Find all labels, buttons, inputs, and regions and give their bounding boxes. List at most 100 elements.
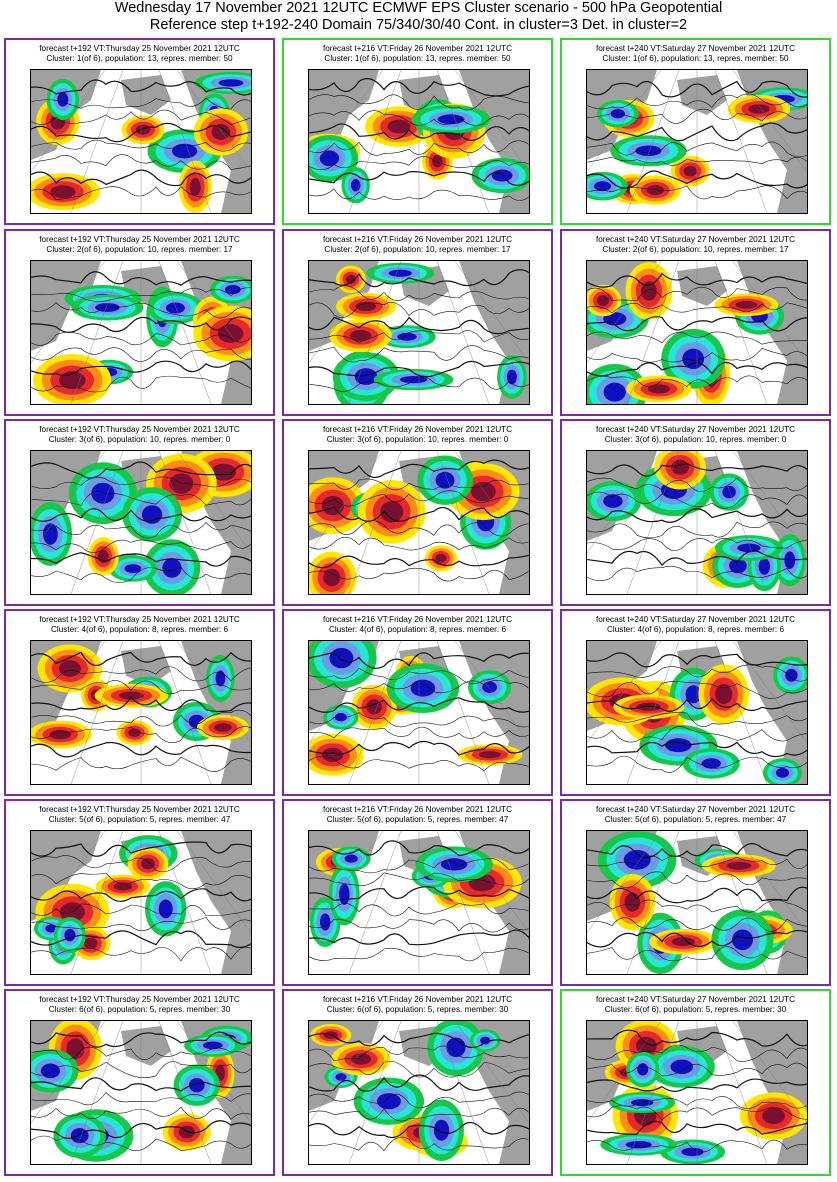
- cluster-panel: forecast t+240 VT:Saturday 27 November 2…: [560, 38, 831, 225]
- negative-anomaly-shading: [334, 713, 347, 722]
- geopotential-contour: [31, 508, 251, 522]
- cluster-panel: forecast t+216 VT:Friday 26 November 202…: [282, 989, 553, 1176]
- geopotential-contour: [31, 122, 251, 143]
- geopotential-contour: [31, 316, 251, 333]
- cluster-panel: forecast t+216 VT:Friday 26 November 202…: [282, 229, 553, 416]
- negative-anomaly-shading: [45, 924, 58, 933]
- positive-anomaly-shading: [762, 1108, 785, 1124]
- geopotential-contour: [309, 554, 529, 569]
- geopotential-contour: [587, 1062, 807, 1077]
- graticule-line: [176, 831, 251, 934]
- geopotential-anomaly-map: [308, 450, 530, 595]
- graticule-line: [732, 831, 807, 934]
- positive-anomaly-shading: [647, 384, 670, 394]
- positive-anomaly-shading: [636, 1036, 657, 1055]
- panel-cluster-label: Cluster: 5(of 6), population: 5, repres.…: [604, 815, 787, 824]
- geopotential-contour: [31, 1031, 251, 1048]
- positive-anomaly-shading: [726, 861, 752, 870]
- negative-anomaly-shading: [682, 348, 705, 369]
- graticule-line: [626, 641, 680, 784]
- graticule-line: [732, 1021, 807, 1124]
- geopotential-contour: [309, 1045, 529, 1062]
- graticule-line: [714, 70, 768, 213]
- geopotential-contour: [587, 361, 807, 377]
- geopotential-contour: [31, 841, 251, 857]
- geopotential-contour: [587, 375, 807, 388]
- graticule-line: [436, 1021, 490, 1164]
- negative-anomaly-shading: [203, 1041, 223, 1050]
- graticule-line: [309, 641, 384, 744]
- map-graphic: [31, 641, 251, 784]
- graticule-line: [454, 261, 529, 364]
- map-graphic: [587, 641, 807, 784]
- negative-anomaly-shading: [158, 899, 173, 919]
- geopotential-contour: [31, 476, 251, 489]
- panel-forecast-label: forecast t+216 VT:Friday 26 November 202…: [322, 425, 513, 434]
- graticule-line: [176, 261, 251, 364]
- panel-forecast-label: forecast t+240 VT:Saturday 27 November 2…: [595, 235, 796, 244]
- geopotential-contour: [31, 331, 251, 346]
- geopotential-contour: [587, 521, 807, 539]
- geopotential-contour: [31, 666, 251, 683]
- geopotential-contour: [31, 741, 251, 758]
- graticule-line: [587, 451, 662, 554]
- geopotential-contour: [309, 667, 529, 684]
- geopotential-contour: [309, 697, 529, 713]
- negative-anomaly-shading: [625, 1141, 652, 1149]
- geopotential-contour: [309, 140, 529, 156]
- geopotential-anomaly-map: [30, 1020, 252, 1165]
- page-title: Wednesday 17 November 2021 12UTC ECMWF E…: [114, 0, 723, 16]
- positive-anomaly-shading: [683, 165, 697, 177]
- geopotential-anomaly-map: [586, 640, 808, 785]
- geopotential-contour: [587, 946, 807, 962]
- geopotential-contour: [587, 899, 807, 913]
- map-graphic: [31, 1021, 251, 1164]
- geopotential-contour: [587, 550, 807, 567]
- geopotential-anomaly-map: [308, 1020, 530, 1165]
- geopotential-contour: [309, 857, 529, 874]
- geopotential-contour: [309, 1091, 529, 1109]
- map-graphic: [587, 261, 807, 404]
- positive-anomaly-shading: [471, 481, 496, 502]
- cluster-panel: forecast t+192 VT:Thursday 25 November 2…: [4, 799, 275, 986]
- geopotential-contour: [587, 302, 807, 314]
- geopotential-contour: [31, 946, 251, 962]
- geopotential-anomaly-map: [30, 450, 252, 595]
- geopotential-contour: [309, 376, 529, 392]
- graticule-line: [587, 1021, 662, 1124]
- graticule-line: [70, 1021, 124, 1164]
- geopotential-contour: [31, 521, 251, 539]
- graticule-line: [714, 831, 768, 974]
- negative-anomaly-shading: [482, 681, 497, 693]
- graticule-line: [158, 1021, 212, 1164]
- negative-anomaly-shading: [344, 854, 358, 863]
- geopotential-contour: [587, 1139, 807, 1153]
- cluster-panel: forecast t+240 VT:Saturday 27 November 2…: [560, 229, 831, 416]
- cluster-panel: forecast t+192 VT:Thursday 25 November 2…: [4, 989, 275, 1176]
- positive-anomaly-shading: [596, 295, 610, 306]
- graticule-line: [587, 641, 662, 744]
- negative-anomaly-shading: [681, 1147, 704, 1157]
- geopotential-contour: [31, 709, 251, 727]
- geopotential-contour: [31, 1046, 251, 1060]
- panel-forecast-label: forecast t+192 VT:Thursday 25 November 2…: [39, 44, 240, 53]
- graticule-line: [454, 70, 529, 173]
- positive-anomaly-shading: [321, 495, 345, 516]
- positive-anomaly-shading: [735, 301, 758, 309]
- graticule-line: [348, 70, 402, 213]
- geopotential-contour: [309, 316, 529, 335]
- cluster-panel: forecast t+240 VT:Saturday 27 November 2…: [560, 419, 831, 606]
- graticule-line: [436, 70, 490, 213]
- geopotential-contour: [587, 565, 807, 582]
- geopotential-contour: [587, 843, 807, 859]
- graticule-line: [626, 70, 680, 213]
- cluster-panel: forecast t+192 VT:Thursday 25 November 2…: [4, 609, 275, 796]
- geopotential-contour: [31, 139, 251, 152]
- land-mass: [121, 75, 171, 115]
- geopotential-contour: [587, 462, 807, 477]
- geopotential-contour: [31, 271, 251, 286]
- graticule-line: [436, 451, 490, 594]
- panel-forecast-label: forecast t+192 VT:Thursday 25 November 2…: [39, 425, 240, 434]
- graticule-line: [436, 261, 490, 404]
- panel-forecast-label: forecast t+240 VT:Saturday 27 November 2…: [595, 425, 796, 434]
